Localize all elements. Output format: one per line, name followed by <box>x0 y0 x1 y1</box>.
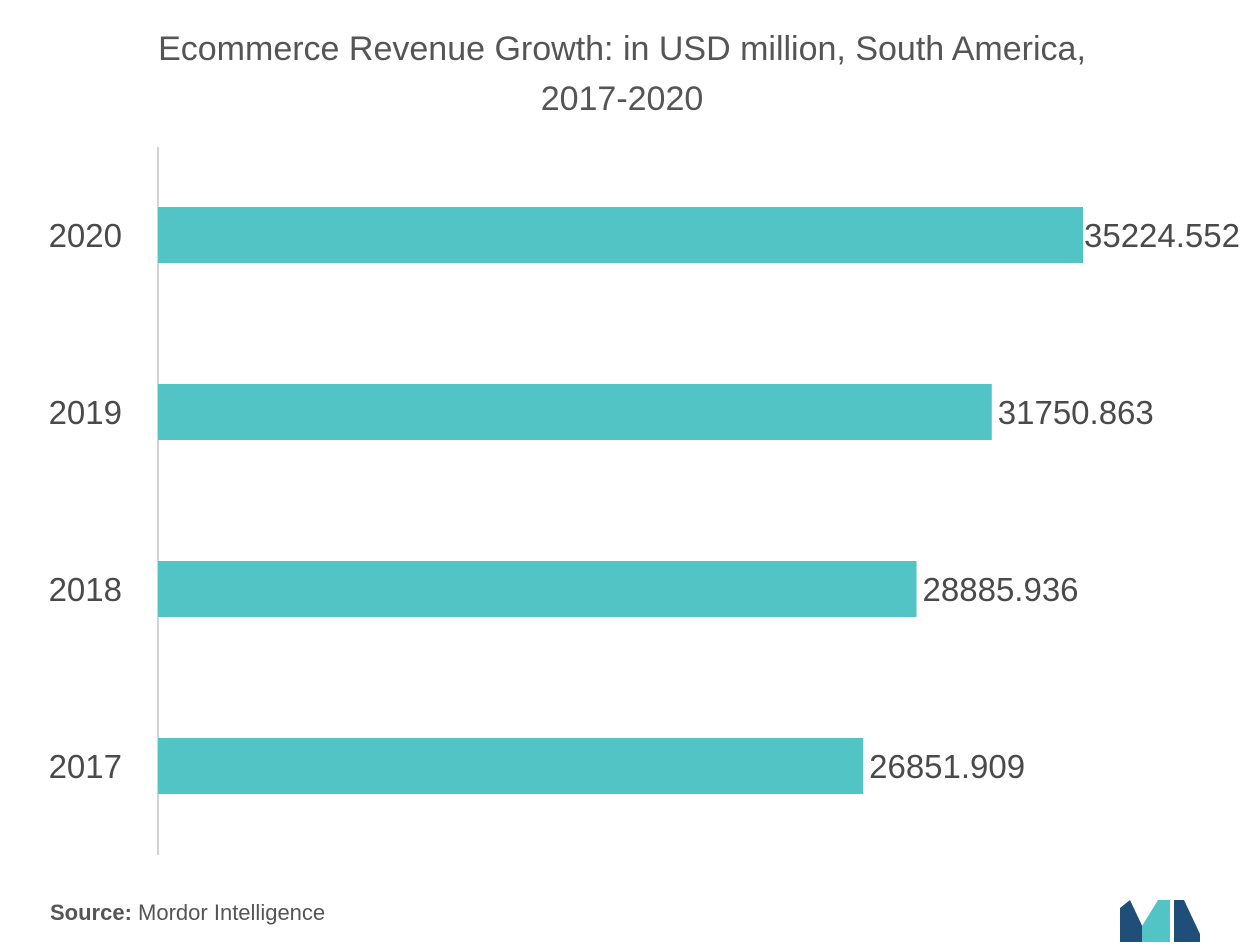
value-label-2018: 28885.936 <box>923 571 1079 608</box>
bar-2017 <box>158 738 864 794</box>
bar-2018 <box>158 561 917 617</box>
tick-label-2019: 2019 <box>49 394 122 431</box>
value-label-2020: 35224.552 <box>1084 217 1240 254</box>
tick-label-2017: 2017 <box>49 748 122 785</box>
tick-labels-group: 2020 2019 2018 2017 <box>49 217 122 785</box>
value-label-2019: 31750.863 <box>998 394 1154 431</box>
bars-group <box>158 207 1083 794</box>
bar-2019 <box>158 384 992 440</box>
source-label: Source: <box>50 900 132 925</box>
value-labels-group: 35224.552 31750.863 28885.936 26851.909 <box>869 217 1240 785</box>
source-text: Mordor Intelligence <box>138 900 326 925</box>
source-footer: Source: Mordor Intelligence <box>50 900 325 926</box>
value-label-2017: 26851.909 <box>869 748 1025 785</box>
bar-2020 <box>158 207 1083 263</box>
mordor-intelligence-logo <box>1120 900 1200 942</box>
tick-label-2018: 2018 <box>49 571 122 608</box>
chart-title: Ecommerce Revenue Growth: in USD million… <box>158 30 1086 118</box>
tick-label-2020: 2020 <box>49 217 122 254</box>
